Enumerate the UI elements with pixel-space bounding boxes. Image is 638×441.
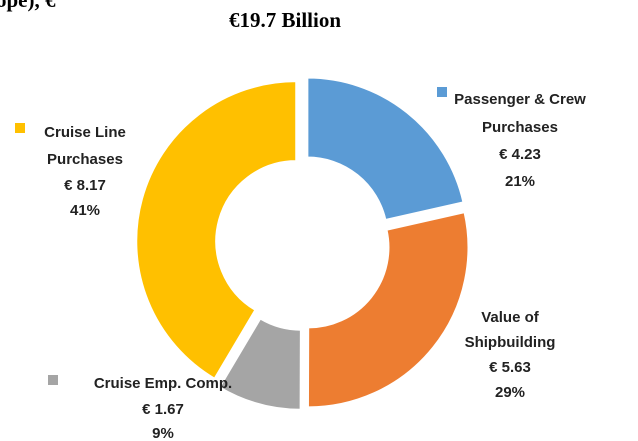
slice-label: Shipbuilding <box>465 334 556 351</box>
slice-label: Value of <box>481 309 540 326</box>
slice-label: 21% <box>505 173 535 190</box>
slice-label: 9% <box>152 425 174 441</box>
donut-slice <box>306 76 465 222</box>
slice-label: € 4.23 <box>499 146 541 163</box>
slice-label: Cruise Emp. Comp. <box>94 375 232 392</box>
slice-label: 29% <box>495 384 525 401</box>
slice-label: Purchases <box>482 119 558 136</box>
slice-label: € 5.63 <box>489 359 531 376</box>
donut-slice <box>306 211 470 409</box>
slice-label: Cruise Line <box>44 124 126 141</box>
slice-label: Purchases <box>47 151 123 168</box>
slice-label: Passenger & Crew <box>454 91 586 108</box>
title-fragment: ope), € <box>0 0 56 12</box>
slice-label: € 8.17 <box>64 177 106 194</box>
legend-swatch <box>15 123 25 133</box>
slice-label: 41% <box>70 202 100 219</box>
donut-slice <box>218 317 302 411</box>
legend-swatch <box>48 375 58 385</box>
chart-subtitle: €19.7 Billion <box>229 8 341 32</box>
slice-label: € 1.67 <box>142 401 184 418</box>
donut-slice <box>135 80 298 381</box>
legend-swatch <box>437 87 447 97</box>
